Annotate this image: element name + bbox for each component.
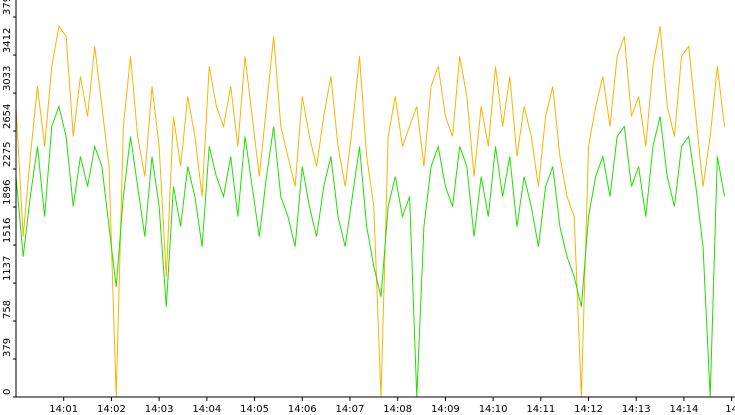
- x-tick-label: 14:14: [670, 404, 699, 415]
- y-tick-label: 3792: [2, 0, 13, 15]
- y-tick-label: 2654: [2, 104, 13, 129]
- y-tick-label: 3033: [2, 66, 13, 91]
- y-tick-label: 379: [2, 338, 13, 357]
- x-tick-label: 14:08: [383, 404, 412, 415]
- series-line: [15, 104, 725, 398]
- y-tick-label: 0: [2, 389, 13, 395]
- x-tick-label: 14:03: [145, 404, 174, 415]
- x-tick-label: 14:12: [574, 404, 603, 415]
- x-tick-label: 14:05: [240, 404, 269, 415]
- series-line: [15, 24, 725, 398]
- y-tick-label: 758: [2, 300, 13, 319]
- x-tick-label: 14: [725, 404, 735, 415]
- y-tick-label: 1896: [2, 180, 13, 205]
- y-tick-label: 1516: [2, 218, 13, 243]
- x-tick-label: 14:06: [288, 404, 317, 415]
- y-tick-label: 2275: [2, 142, 13, 167]
- y-tick-label: 1137: [2, 256, 13, 281]
- x-tick-label: 14:09: [431, 404, 460, 415]
- y-tick-label: 3412: [2, 28, 13, 53]
- x-tick-label: 14:11: [526, 404, 555, 415]
- x-tick-label: 14:02: [97, 404, 126, 415]
- x-tick-label: 14:01: [49, 404, 78, 415]
- x-tick-label: 14:04: [192, 404, 221, 415]
- x-tick-label: 14:13: [622, 404, 651, 415]
- x-tick-label: 14:10: [479, 404, 508, 415]
- x-tick-label: 14:07: [336, 404, 365, 415]
